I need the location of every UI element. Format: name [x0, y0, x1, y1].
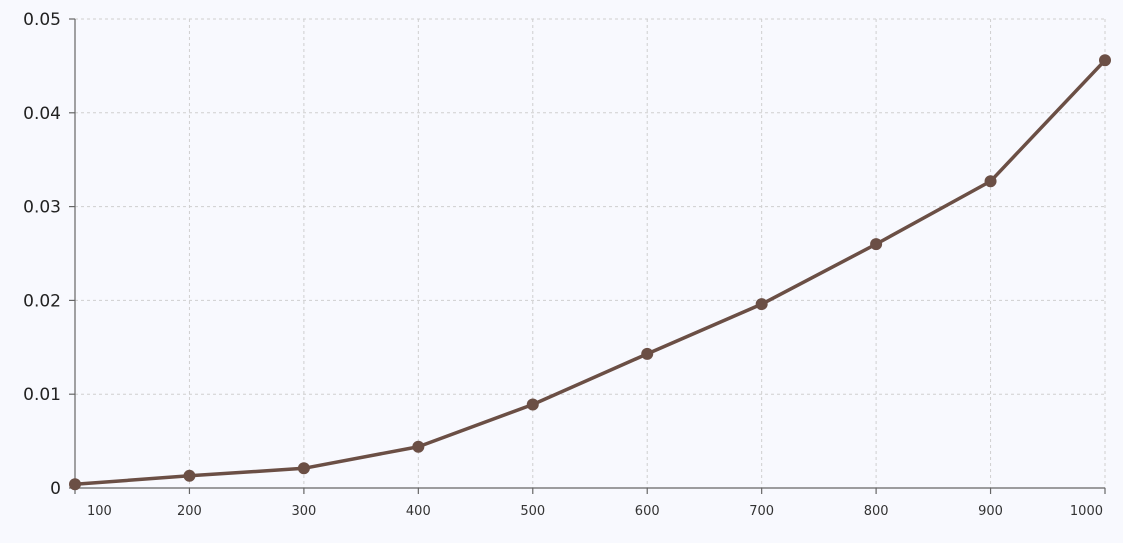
x-tick-label: 100: [87, 504, 112, 519]
data-point: [297, 462, 310, 475]
y-tick-label: 0.01: [23, 385, 61, 405]
data-point: [69, 478, 81, 491]
y-tick-label: 0: [50, 479, 61, 499]
x-tick-label: 700: [749, 504, 774, 519]
data-point: [870, 238, 883, 251]
axes: [69, 18, 1106, 494]
data-point: [755, 298, 768, 311]
x-tick-label: 500: [520, 504, 545, 519]
tick-labels: 0 0.01 0.02 0.03 0.04 0.05 100 200 300 400 500 600 7…: [23, 10, 1103, 519]
grid-lines: [75, 18, 1106, 488]
x-tick-label: 200: [177, 504, 202, 519]
series-line: [73, 58, 1107, 486]
x-tick-label: 400: [406, 504, 431, 519]
data-point: [1099, 54, 1111, 67]
y-tick-label: 0.03: [23, 198, 61, 218]
x-tick-label: 1000: [1070, 504, 1103, 519]
x-tick-label: 900: [978, 504, 1003, 519]
x-tick-label: 300: [291, 504, 316, 519]
x-tick-label: 600: [635, 504, 660, 519]
data-point: [412, 440, 425, 453]
series-layer: [69, 54, 1111, 491]
data-point: [984, 175, 997, 188]
x-tick-label: 800: [864, 504, 889, 519]
y-tick-label: 0.05: [23, 10, 61, 30]
data-point: [183, 469, 196, 482]
y-tick-label: 0.02: [23, 291, 61, 311]
data-point: [526, 398, 539, 411]
y-tick-label: 0.04: [23, 104, 61, 124]
data-point: [641, 347, 654, 360]
